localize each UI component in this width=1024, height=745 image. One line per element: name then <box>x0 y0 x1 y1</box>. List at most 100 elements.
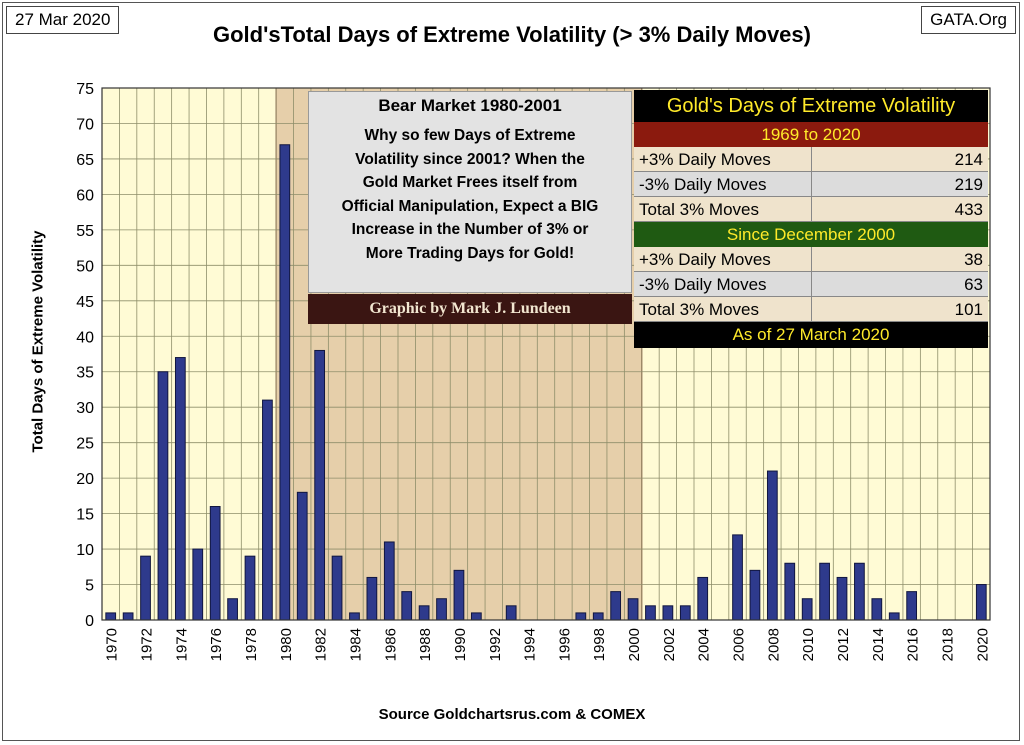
volatility-table: Gold's Days of Extreme Volatility 1969 t… <box>634 90 988 348</box>
x-tick-label: 1992 <box>487 628 504 661</box>
bar <box>888 612 900 621</box>
x-tick-label: 1982 <box>313 628 330 661</box>
bar <box>732 534 743 621</box>
credit-banner: Graphic by Mark J. Lundeen <box>308 294 632 324</box>
x-tick-label: 2008 <box>765 628 782 661</box>
bar <box>662 605 674 621</box>
bar <box>679 605 691 621</box>
bar <box>174 357 186 621</box>
site-label: GATA.Org <box>921 6 1016 34</box>
bar <box>140 555 151 621</box>
x-tick-label: 1986 <box>382 628 399 661</box>
bar <box>854 562 865 621</box>
bar <box>296 491 308 621</box>
bar <box>871 598 883 621</box>
bar <box>627 598 639 621</box>
table-title: Gold's Days of Extreme Volatility <box>634 90 988 122</box>
bar <box>453 569 465 621</box>
x-tick-label: 2006 <box>731 628 748 661</box>
bar <box>975 584 987 621</box>
bar <box>801 598 813 621</box>
x-tick-label: 2016 <box>905 628 922 661</box>
bar <box>157 371 169 621</box>
note-line-4: Official Manipulation, Expect a BIG <box>341 197 599 215</box>
x-tick-label: 1978 <box>243 628 260 661</box>
x-tick-label: 1976 <box>208 628 225 661</box>
y-tick-label: 55 <box>76 223 94 240</box>
bar <box>470 612 482 621</box>
bar <box>401 591 413 621</box>
y-tick-label: 15 <box>76 507 94 524</box>
bear-market-note: Bear Market 1980-2001 Why so few Days of… <box>308 91 632 293</box>
bar <box>592 612 604 621</box>
row-value: 101 <box>954 300 983 319</box>
row-label: Total 3% Moves <box>634 197 812 221</box>
bar <box>122 612 134 621</box>
bar <box>366 576 378 621</box>
bar <box>505 605 517 621</box>
bar <box>836 576 848 621</box>
x-tick-label: 2000 <box>626 628 643 661</box>
x-tick-label: 1988 <box>417 628 434 661</box>
bar <box>645 605 656 621</box>
bar <box>227 598 238 621</box>
date-label: 27 Mar 2020 <box>6 6 120 34</box>
bar <box>819 562 830 621</box>
table-section-1969-2020: 1969 to 2020 <box>634 122 988 147</box>
y-tick-label: 35 <box>76 365 94 382</box>
note-line-6: More Trading Days for Gold! <box>365 244 575 262</box>
row-value: 214 <box>954 150 983 169</box>
row-value: 63 <box>964 275 983 294</box>
row-label: +3% Daily Moves <box>634 247 812 271</box>
row-value: 433 <box>954 200 983 219</box>
y-tick-label: 5 <box>85 578 94 595</box>
table-row: Total 3% Moves 101 <box>634 297 988 322</box>
note-line-1: Why so few Days of Extreme <box>364 127 576 144</box>
bar <box>383 541 395 621</box>
bar <box>192 548 204 621</box>
note-line-5: Increase in the Number of 3% or <box>351 221 589 238</box>
x-tick-label: 2010 <box>800 628 817 661</box>
x-tick-label: 1990 <box>452 628 469 661</box>
bar <box>610 591 622 621</box>
bar <box>784 562 796 621</box>
x-tick-label: 1970 <box>104 628 121 661</box>
y-tick-label: 75 <box>76 81 94 98</box>
note-line-2: Volatility since 2001? When the <box>355 150 585 168</box>
bar <box>314 349 326 621</box>
bar <box>697 576 709 621</box>
x-tick-label: 2020 <box>974 628 991 661</box>
x-tick-label: 1980 <box>278 628 295 661</box>
bar <box>331 555 343 621</box>
x-tick-label: 1998 <box>591 628 608 661</box>
bar <box>279 144 291 621</box>
y-tick-label: 0 <box>85 613 94 630</box>
x-tick-label: 2014 <box>870 628 887 661</box>
x-tick-label: 1994 <box>522 628 539 661</box>
bar <box>575 612 587 621</box>
y-tick-label: 45 <box>76 294 94 311</box>
table-row: +3% Daily Moves 214 <box>634 147 988 172</box>
table-row: -3% Daily Moves 63 <box>634 272 988 297</box>
y-tick-label: 40 <box>76 329 94 346</box>
table-footer: As of 27 March 2020 <box>634 322 988 348</box>
note-line-3: Gold Market Frees itself from <box>362 174 578 191</box>
x-tick-label: 1972 <box>139 628 156 661</box>
y-tick-label: 70 <box>76 116 94 133</box>
x-tick-label: 2002 <box>661 628 678 661</box>
x-tick-label: 2004 <box>696 628 713 661</box>
y-tick-label: 25 <box>76 436 94 453</box>
row-label: +3% Daily Moves <box>634 147 812 171</box>
x-tick-label: 2012 <box>835 628 852 661</box>
row-label: -3% Daily Moves <box>634 272 812 296</box>
bar <box>749 569 761 621</box>
y-tick-label: 30 <box>76 400 94 417</box>
bar <box>244 555 256 621</box>
y-tick-label: 65 <box>76 152 94 169</box>
x-tick-label: 1984 <box>347 628 364 661</box>
x-tick-label: 2018 <box>939 628 956 661</box>
row-value: 219 <box>954 175 983 194</box>
row-label: -3% Daily Moves <box>634 172 812 196</box>
table-row: +3% Daily Moves 38 <box>634 247 988 272</box>
source-label: Source Goldchartsrus.com & COMEX <box>378 706 646 723</box>
